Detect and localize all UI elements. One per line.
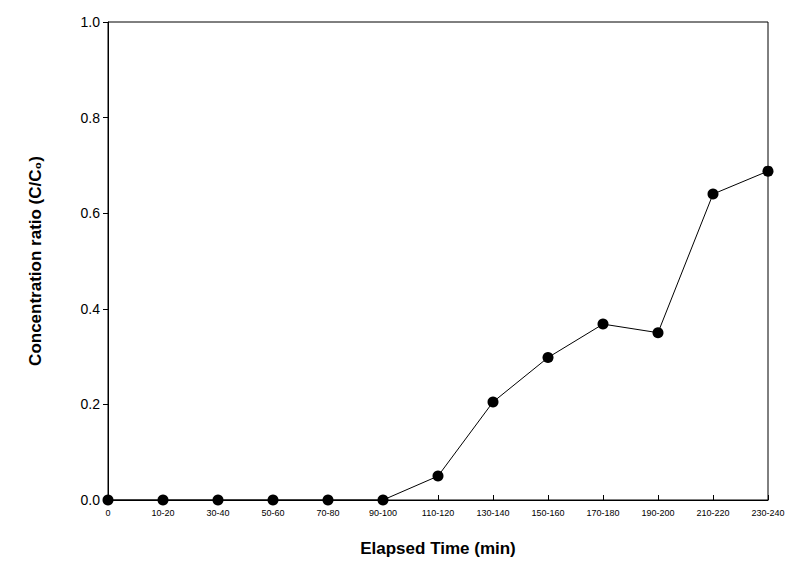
svg-text:190-200: 190-200 <box>641 508 674 518</box>
svg-text:90-100: 90-100 <box>369 508 397 518</box>
svg-text:0.4: 0.4 <box>81 301 101 317</box>
svg-text:130-140: 130-140 <box>476 508 509 518</box>
svg-text:10-20: 10-20 <box>151 508 174 518</box>
svg-text:170-180: 170-180 <box>586 508 619 518</box>
svg-text:210-220: 210-220 <box>696 508 729 518</box>
svg-text:230-240: 230-240 <box>751 508 784 518</box>
svg-text:0.8: 0.8 <box>81 110 101 126</box>
svg-text:70-80: 70-80 <box>316 508 339 518</box>
svg-text:50-60: 50-60 <box>261 508 284 518</box>
svg-text:0.2: 0.2 <box>81 396 101 412</box>
svg-text:0: 0 <box>105 508 110 518</box>
svg-text:Concentration ratio (C/C₀): Concentration ratio (C/C₀) <box>26 156 45 366</box>
svg-text:150-160: 150-160 <box>531 508 564 518</box>
svg-text:0.6: 0.6 <box>81 205 101 221</box>
svg-text:30-40: 30-40 <box>206 508 229 518</box>
svg-text:0.0: 0.0 <box>81 492 101 508</box>
svg-text:110-120: 110-120 <box>422 508 454 518</box>
svg-text:1.0: 1.0 <box>81 14 101 30</box>
svg-text:Elapsed Time (min): Elapsed Time (min) <box>360 539 516 558</box>
